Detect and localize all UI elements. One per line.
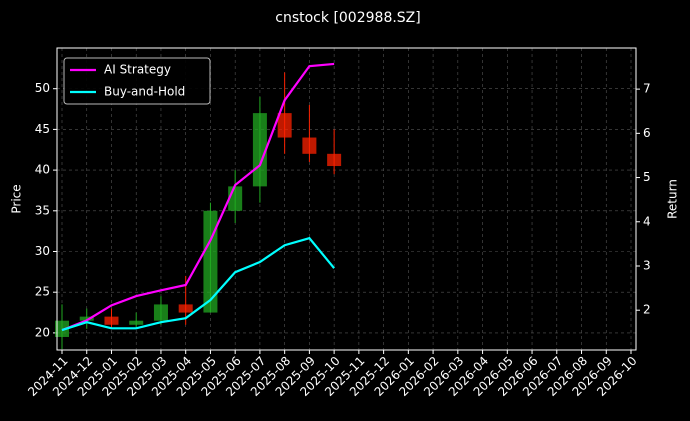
- candle-body: [153, 304, 168, 321]
- y-tick-label: 35: [35, 203, 50, 217]
- y-tick-label: 50: [35, 81, 50, 95]
- y-tick-label: 20: [35, 325, 50, 339]
- line-series: [61, 236, 335, 332]
- y2-tick-label: 3: [643, 258, 651, 272]
- y-tick-label: 40: [35, 163, 50, 177]
- legend-label: AI Strategy: [104, 63, 171, 77]
- legend-box: [63, 57, 211, 105]
- y-tick-label: 25: [35, 285, 50, 299]
- candle-body: [327, 153, 342, 167]
- y2-axis-label: Return: [666, 179, 680, 219]
- legend-label: Buy-and-Hold: [104, 85, 185, 99]
- y2-tick-label: 2: [643, 303, 651, 317]
- candle-body: [277, 113, 292, 138]
- y2-tick-label: 6: [643, 126, 651, 140]
- y2-tick-label: 5: [643, 170, 651, 184]
- line-series: [61, 62, 335, 332]
- y2-tick-label: 4: [643, 214, 651, 228]
- y-tick-label: 30: [35, 244, 50, 258]
- candle-body: [203, 210, 218, 313]
- candle-body: [302, 137, 317, 154]
- candle-body: [79, 316, 94, 321]
- plot-frame: [56, 47, 637, 351]
- candle-body: [104, 316, 119, 325]
- chart-title: cnstock [002988.SZ]: [275, 10, 420, 26]
- y-tick-label: 45: [35, 122, 50, 136]
- y-axis-label: Price: [10, 184, 24, 213]
- candle-body: [178, 304, 193, 313]
- candle-body: [129, 320, 144, 325]
- candle-body: [55, 320, 69, 337]
- y2-tick-label: 7: [643, 82, 651, 96]
